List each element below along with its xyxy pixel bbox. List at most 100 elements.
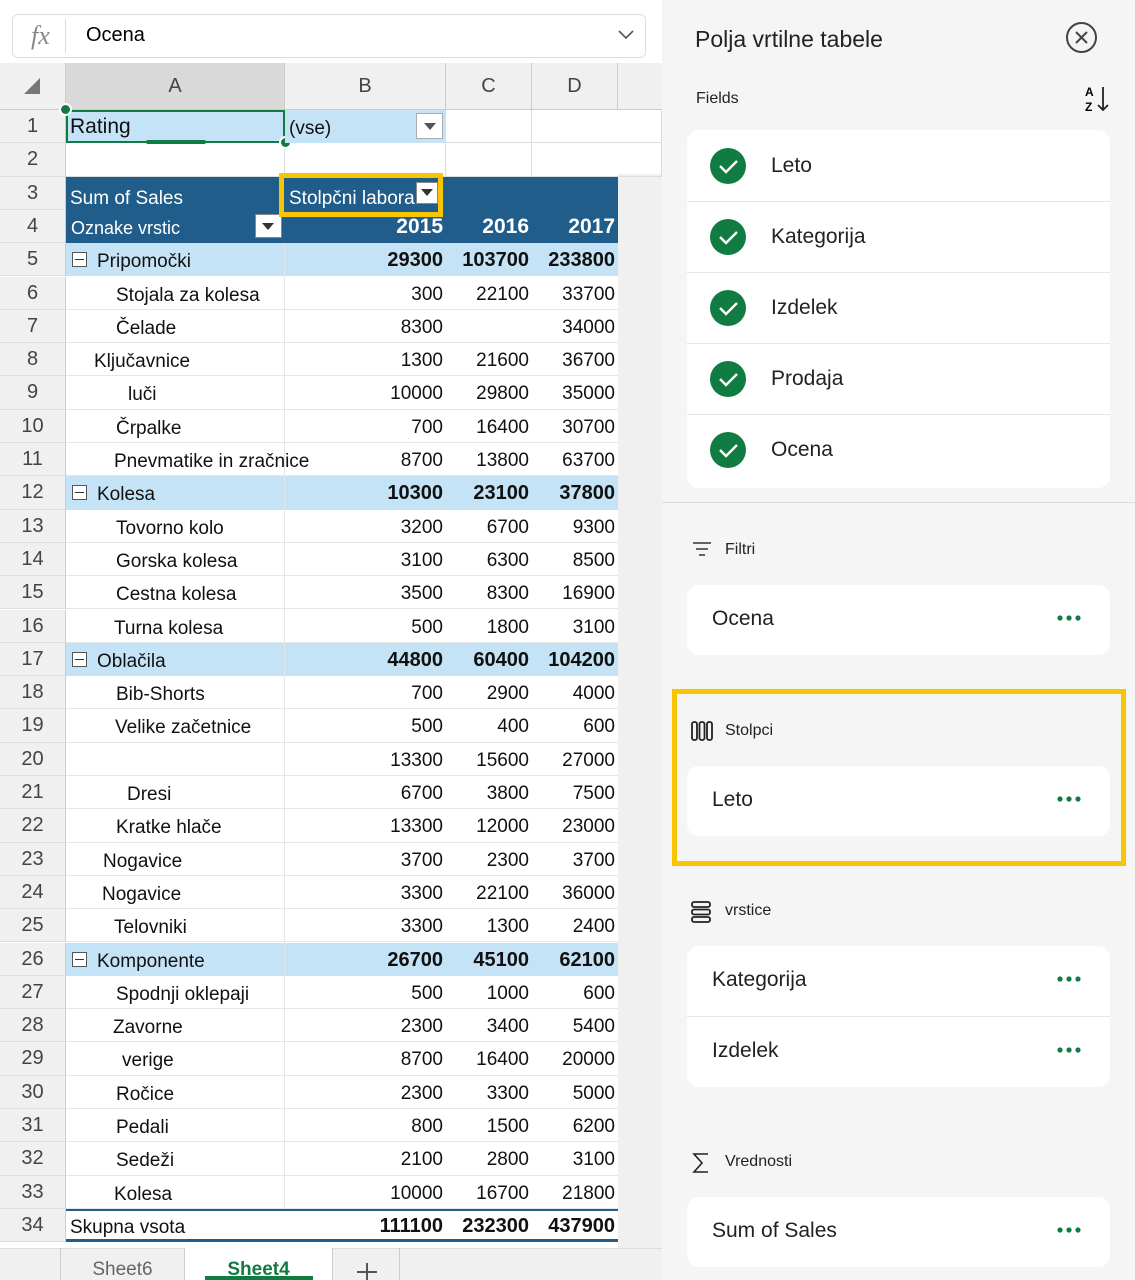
value-cell: 16700	[476, 1182, 529, 1204]
checkbox[interactable]	[710, 290, 746, 326]
value-cell: 3400	[486, 1016, 529, 1038]
more-button[interactable]	[1056, 973, 1084, 987]
row-border	[66, 1109, 618, 1143]
value-cell: 10000	[390, 1182, 443, 1204]
row-header[interactable]: 14	[0, 542, 66, 577]
row-header[interactable]: 5	[0, 243, 66, 277]
row-header[interactable]: 12	[0, 476, 66, 510]
row-header[interactable]: 4	[0, 209, 66, 244]
column-header[interactable]: B	[285, 63, 446, 110]
more-button[interactable]	[1056, 1224, 1084, 1238]
row-header[interactable]: 18	[0, 676, 66, 710]
field-name[interactable]: Izdelek	[771, 296, 838, 319]
area-item[interactable]: Izdelek	[712, 1039, 779, 1062]
field-name[interactable]: Leto	[771, 154, 812, 177]
row-header[interactable]: 21	[0, 776, 66, 810]
row-header[interactable]: 15	[0, 576, 66, 610]
checkbox[interactable]	[710, 432, 746, 468]
item-label: Sedeži	[116, 1150, 175, 1172]
row-header[interactable]: 28	[0, 1009, 66, 1043]
dropdown-arrow	[424, 123, 436, 130]
row-header[interactable]: 20	[0, 742, 66, 776]
item-label: Ročice	[116, 1083, 175, 1105]
row-header[interactable]: 9	[0, 376, 66, 410]
value-cell: 2900	[486, 683, 529, 705]
row-header[interactable]: 6	[0, 276, 66, 310]
value-cell: 5000	[572, 1082, 615, 1104]
expand-chevron[interactable]	[617, 27, 635, 41]
row-header[interactable]: 24	[0, 875, 66, 910]
row-border	[66, 1009, 618, 1043]
row-header[interactable]: 17	[0, 642, 66, 677]
area-item[interactable]: Sum of Sales	[712, 1219, 837, 1242]
row-header[interactable]: 2	[0, 143, 66, 177]
column-header[interactable]: A	[66, 63, 285, 110]
svg-text:Z: Z	[1085, 100, 1092, 114]
item-label: Nogavice	[102, 883, 182, 905]
column-header[interactable]: C	[446, 63, 532, 110]
formula-bar[interactable]: fx Ocena	[12, 14, 646, 58]
add-sheet[interactable]	[333, 1248, 400, 1280]
value-cell: 27000	[562, 749, 615, 771]
field-name[interactable]: Ocena	[771, 438, 833, 461]
area-icon-graphic	[693, 542, 711, 556]
row-header[interactable]: 32	[0, 1142, 66, 1176]
value-cell: 16900	[562, 583, 615, 605]
field-name[interactable]: Prodaja	[771, 367, 844, 390]
row-header[interactable]: 27	[0, 975, 66, 1010]
area-item[interactable]: Ocena	[712, 607, 774, 630]
row-header[interactable]: 19	[0, 709, 66, 743]
row-header[interactable]: 30	[0, 1075, 66, 1109]
more-button[interactable]	[1056, 793, 1084, 807]
row-header[interactable]: 25	[0, 909, 66, 943]
row-header[interactable]: 31	[0, 1109, 66, 1143]
value-cell: 23000	[562, 816, 615, 838]
value-cell: 3300	[400, 882, 443, 904]
row-header[interactable]: 11	[0, 443, 66, 477]
row-header[interactable]: 7	[0, 309, 66, 344]
area-label: Filtri	[725, 541, 756, 558]
sheet-tab[interactable]: Sheet6	[60, 1248, 185, 1280]
row-header[interactable]: 8	[0, 343, 66, 377]
value-cell: 13300	[390, 816, 443, 838]
row-header[interactable]: 29	[0, 1042, 66, 1076]
more-button[interactable]	[1056, 1044, 1084, 1058]
divider	[687, 414, 1110, 415]
row-border	[66, 576, 618, 610]
row-header[interactable]: 23	[0, 842, 66, 876]
area-card	[687, 585, 1110, 655]
column-header[interactable]: D	[532, 63, 618, 110]
row-header[interactable]: 34	[0, 1208, 66, 1243]
value-cell: 12000	[476, 816, 529, 838]
row-header[interactable]: 10	[0, 409, 66, 443]
row-header[interactable]: 33	[0, 1175, 66, 1209]
more-button[interactable]	[1056, 612, 1084, 626]
close-button[interactable]	[1066, 22, 1097, 53]
area-item[interactable]: Leto	[712, 788, 753, 811]
row-header[interactable]: 1	[0, 110, 66, 144]
value-cell: 3300	[400, 916, 443, 938]
value-cell: 1500	[486, 1116, 529, 1137]
checkbox[interactable]	[710, 219, 746, 255]
value-cell: 400	[497, 716, 529, 738]
value-cell: 2400	[572, 916, 615, 938]
row-header[interactable]: 26	[0, 942, 66, 976]
sheet-tab[interactable]: Sheet4	[185, 1248, 333, 1280]
value-cell: 30700	[562, 416, 615, 438]
field-name[interactable]: Kategorija	[771, 225, 866, 248]
row-header[interactable]: 3	[0, 176, 66, 210]
checkbox[interactable]	[710, 361, 746, 397]
year-header: 2015	[396, 214, 443, 238]
value-cell: 36000	[562, 882, 615, 904]
tab-underline	[205, 1276, 313, 1280]
value-cell: 3500	[400, 583, 443, 605]
value-cell: 2300	[486, 849, 529, 871]
row-header[interactable]: 13	[0, 509, 66, 543]
row-header[interactable]: 16	[0, 609, 66, 643]
value-cell: 700	[411, 683, 443, 705]
checkbox[interactable]	[710, 148, 746, 184]
fields-label: Fields	[696, 90, 739, 107]
row-header[interactable]: 22	[0, 809, 66, 843]
area-item[interactable]: Kategorija	[712, 968, 807, 991]
